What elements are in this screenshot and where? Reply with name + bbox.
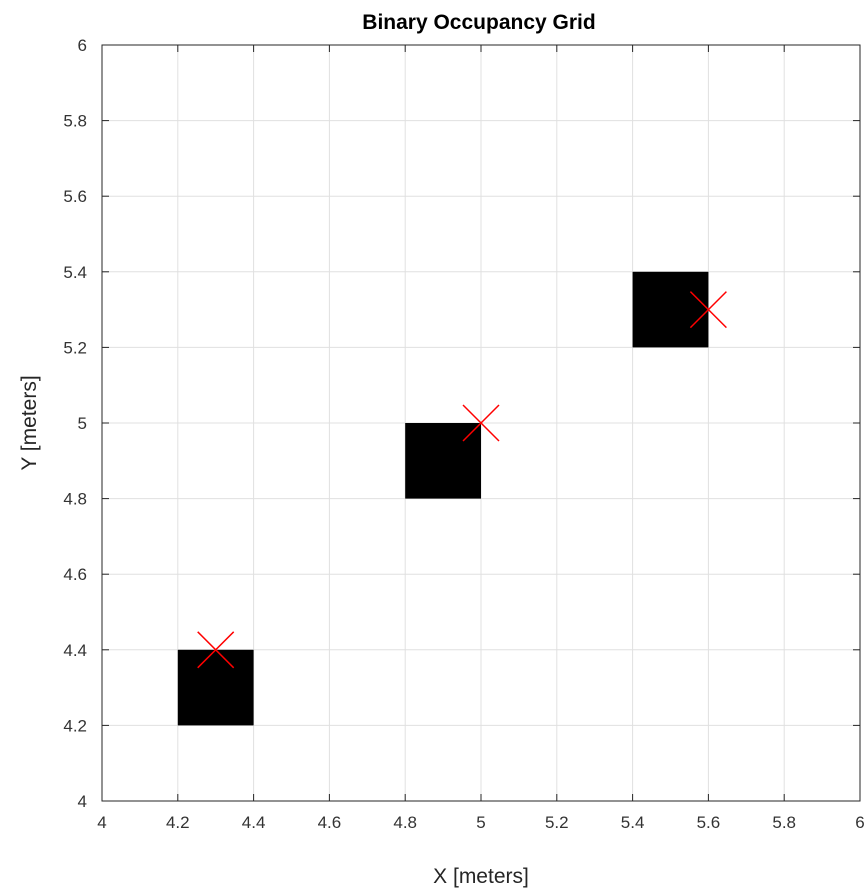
plot-area: 4 4.2 4.4 4.6 4.8 5 5.2 5.4 5.6 5.8 6 4 4.2 4.4 4.6 4.8…	[63, 36, 864, 832]
y-tick-label: 5.6	[63, 187, 87, 206]
x-tick-label: 4	[97, 813, 106, 832]
x-marker	[462, 404, 500, 442]
x-tick-label: 4.4	[242, 813, 266, 832]
y-axis-label: Y [meters]	[18, 375, 41, 470]
x-marker-stroke	[462, 404, 500, 442]
y-tick-label: 5	[78, 414, 87, 433]
x-tick-label: 5.8	[772, 813, 796, 832]
x-tick-label: 5	[476, 813, 485, 832]
y-tick-label: 5.2	[63, 338, 87, 357]
y-tick-label: 4.6	[63, 565, 87, 584]
x-marker-stroke	[689, 291, 727, 329]
x-tick-label: 5.2	[545, 813, 569, 832]
x-tick-label: 4.8	[393, 813, 417, 832]
occupied-cell	[632, 271, 709, 348]
chart-title: Binary Occupancy Grid	[362, 11, 595, 34]
y-tick-label: 6	[78, 36, 87, 55]
y-tick-label: 4.4	[63, 641, 87, 660]
x-tick-label: 4.2	[166, 813, 190, 832]
y-tick-label: 5.8	[63, 112, 87, 131]
y-tick-label: 4.8	[63, 490, 87, 509]
x-tick-label: 5.6	[697, 813, 721, 832]
y-tick-label: 4.2	[63, 716, 87, 735]
x-marker	[197, 631, 235, 669]
x-tick-label: 5.4	[621, 813, 645, 832]
occupied-cell	[177, 649, 254, 726]
y-tick-label: 5.4	[63, 263, 87, 282]
x-axis-label: X [meters]	[433, 865, 529, 888]
x-tick-label: 4.6	[318, 813, 342, 832]
x-tick-label: 6	[855, 813, 864, 832]
y-tick-label: 4	[78, 792, 87, 811]
x-marker	[689, 291, 727, 329]
x-marker-stroke	[197, 631, 235, 669]
